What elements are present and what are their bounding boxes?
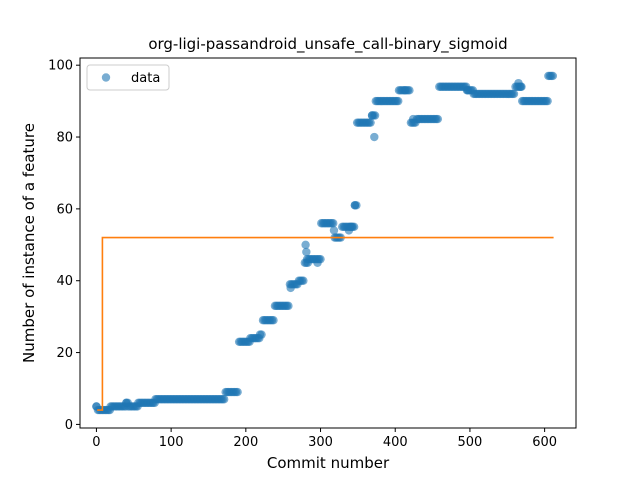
y-tick-label: 100	[48, 59, 73, 74]
data-point	[366, 118, 375, 127]
data-point	[433, 114, 443, 124]
data-point	[302, 247, 311, 257]
data-point	[286, 283, 295, 293]
data-point	[257, 330, 266, 339]
data-point	[543, 96, 552, 106]
x-tick-label: 500	[458, 435, 483, 450]
x-axis-label: Commit number	[267, 454, 390, 472]
chart-title: org-ligi-passandroid_unsafe_call-binary_…	[148, 35, 507, 54]
y-tick-label: 0	[65, 418, 73, 433]
data-point	[299, 276, 308, 285]
data-point	[370, 132, 379, 142]
y-tick-label: 40	[56, 274, 73, 289]
data-point	[329, 226, 339, 235]
data-point	[347, 222, 357, 232]
legend-marker	[101, 73, 111, 82]
x-tick-label: 600	[532, 435, 557, 450]
y-tick-label: 80	[56, 131, 73, 146]
data-point	[516, 82, 525, 91]
data-point	[284, 301, 293, 311]
y-tick-label: 60	[56, 202, 73, 217]
axes: 0 100 200 300 400 500 600 0 20 40 60 80 100	[48, 57, 577, 450]
data-point	[269, 316, 278, 325]
y-axis-label: Number of instance of a feature	[20, 123, 38, 363]
data-point	[233, 387, 242, 397]
data-point	[301, 240, 310, 249]
data-point	[400, 86, 410, 95]
data-point	[394, 96, 403, 106]
data-point	[509, 89, 519, 99]
data-point	[92, 402, 101, 411]
data-point	[548, 71, 558, 81]
x-tick-label: 0	[92, 435, 100, 450]
data-point	[313, 258, 322, 267]
x-tick-label: 400	[383, 435, 408, 450]
data-point	[303, 258, 313, 267]
y-tick-label: 20	[56, 346, 73, 361]
data-point	[408, 114, 418, 124]
data-point	[122, 398, 131, 408]
legend-box	[86, 64, 170, 91]
x-tick-label: 200	[233, 435, 258, 450]
plot-frame	[79, 57, 577, 429]
legend-label: data	[131, 71, 160, 86]
data-point	[219, 395, 229, 404]
x-tick-label: 100	[159, 435, 184, 450]
data-point	[367, 111, 377, 120]
data-point	[350, 201, 360, 210]
data-point	[329, 219, 338, 228]
plot-marks	[92, 71, 558, 415]
legend: data	[86, 64, 170, 91]
x-tick-label: 300	[308, 435, 333, 450]
data-point	[463, 86, 472, 95]
fit-line	[97, 236, 554, 411]
